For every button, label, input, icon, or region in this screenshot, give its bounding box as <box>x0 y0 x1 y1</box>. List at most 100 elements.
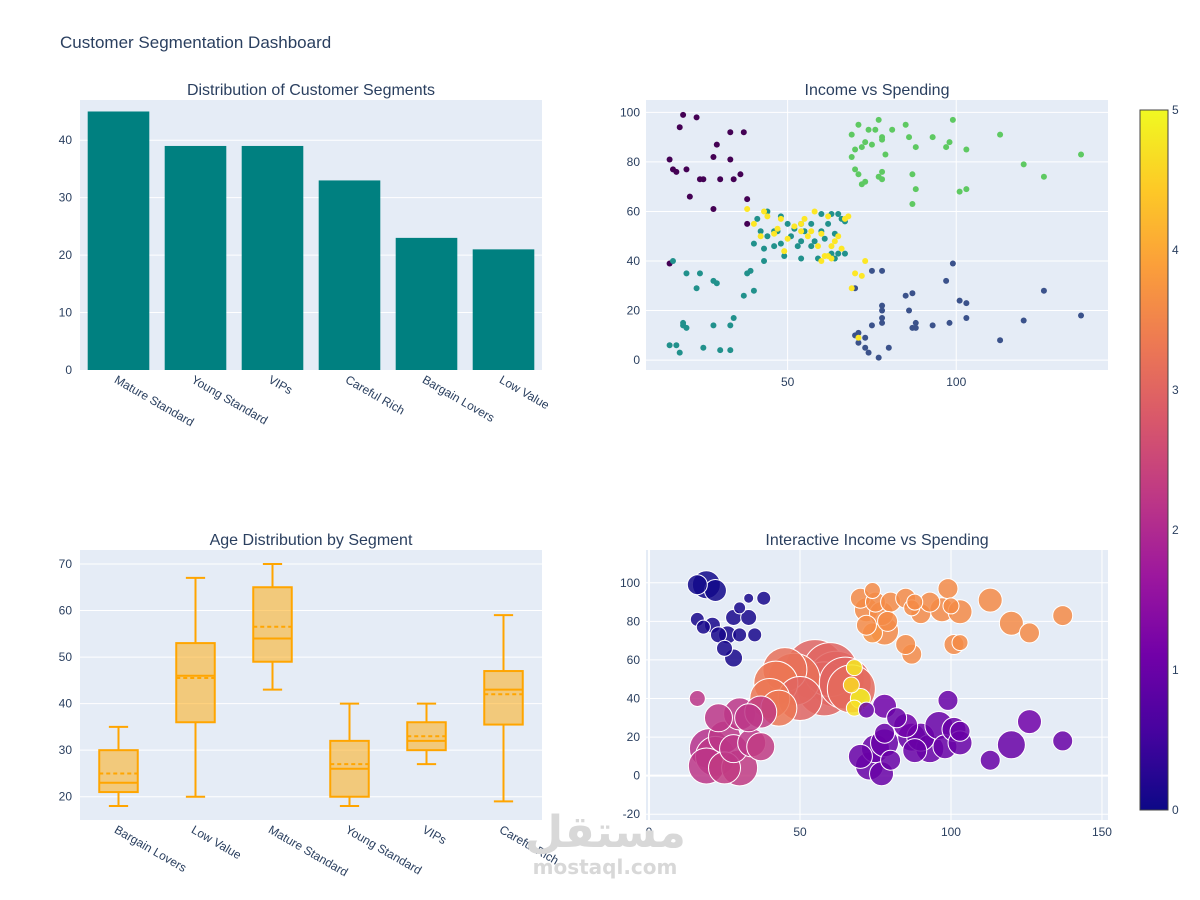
bubble <box>937 689 959 711</box>
bubble <box>857 701 875 719</box>
segment-distribution-chart: Distribution of Customer Segments 0 10 20 3… <box>59 82 552 429</box>
scatter-point <box>757 233 764 240</box>
scatter-point <box>676 124 683 131</box>
y-tick-label: 20 <box>59 790 73 804</box>
scatter-point <box>740 292 747 299</box>
scatter-point <box>835 210 842 217</box>
age-distribution-chart: Age Distribution by Segment 20 30 40 50 60 70… <box>59 532 562 879</box>
scatter-point <box>750 220 757 227</box>
scatter-point <box>696 270 703 277</box>
bubble <box>886 707 908 729</box>
scatter-point <box>683 324 690 331</box>
scatter-point <box>835 250 842 257</box>
scatter-point <box>683 166 690 173</box>
bubble <box>977 587 1003 613</box>
scatter-point <box>902 121 909 128</box>
scatter-point <box>963 300 970 307</box>
scatter-point <box>868 267 875 274</box>
bubble <box>743 592 755 604</box>
bubble <box>845 659 863 677</box>
bubble <box>746 732 776 762</box>
x-tick-label: Careful Rich <box>343 372 407 417</box>
box-body <box>175 642 216 724</box>
scatter-point <box>1078 151 1085 158</box>
bubble <box>906 593 924 611</box>
scatter-point <box>700 344 707 351</box>
scatter-point <box>946 139 953 146</box>
scatter-point <box>943 277 950 284</box>
plot-background <box>646 100 1108 370</box>
scatter-point <box>818 230 825 237</box>
scatter-point <box>727 347 734 354</box>
scatter-point <box>750 287 757 294</box>
scatter-point <box>879 267 886 274</box>
scatter-point <box>710 205 717 212</box>
scatter-point <box>862 344 869 351</box>
bubble <box>951 634 969 652</box>
scatter-point <box>889 126 896 133</box>
scatter-point <box>791 223 798 230</box>
interactive-income-vs-spending-chart: Interactive Income vs Spending -20 0 20 40 6… <box>620 532 1112 839</box>
bubble <box>847 743 873 769</box>
scatter-point <box>808 220 815 227</box>
bubble <box>1016 709 1042 735</box>
scatter-point <box>1040 287 1047 294</box>
bubble <box>877 610 899 632</box>
bar <box>395 237 458 370</box>
chart-title: Age Distribution by Segment <box>210 532 413 549</box>
scatter-point <box>818 258 825 265</box>
scatter-point <box>727 322 734 329</box>
scatter-point <box>781 253 788 260</box>
scatter-point <box>906 307 913 314</box>
bar <box>164 145 227 370</box>
scatter-point <box>949 116 956 123</box>
scatter-point <box>1020 317 1027 324</box>
bubble <box>1052 605 1074 627</box>
y-tick-label: 100 <box>620 576 640 590</box>
y-tick-label: 0 <box>65 363 72 377</box>
scatter-point <box>997 337 1004 344</box>
scatter-point <box>798 255 805 262</box>
scatter-point <box>744 205 751 212</box>
plot-background <box>80 100 542 370</box>
bubble <box>979 749 1001 771</box>
scatter-point <box>835 233 842 240</box>
scatter-point <box>794 243 801 250</box>
y-tick-label: 20 <box>627 730 641 744</box>
scatter-point <box>825 213 832 220</box>
bubble <box>716 639 734 657</box>
scatter-point <box>693 114 700 121</box>
scatter-point <box>777 240 784 247</box>
y-tick-label: 100 <box>620 105 640 119</box>
income-vs-spending-chart: Income vs Spending 0 20 40 60 80 100 50 100 <box>620 82 1108 389</box>
x-tick-label: 150 <box>1092 825 1112 839</box>
bubble <box>902 738 928 764</box>
scatter-point <box>879 314 886 321</box>
scatter-point <box>855 171 862 178</box>
bubble <box>937 578 959 600</box>
scatter-point <box>845 213 852 220</box>
scatter-point <box>963 314 970 321</box>
scatter-point <box>784 235 791 242</box>
scatter-point <box>841 250 848 257</box>
scatter-point <box>855 334 862 341</box>
x-tick-label: VIPs <box>266 372 295 397</box>
scatter-point <box>761 258 768 265</box>
scatter-point <box>744 196 751 203</box>
scatter-point <box>680 111 687 118</box>
scatter-point <box>666 156 673 163</box>
x-tick-label: 50 <box>781 375 795 389</box>
colorbar: 0 1 2 3 4 5 <box>1139 103 1179 817</box>
scatter-point <box>828 243 835 250</box>
x-tick-label: 0 <box>646 825 653 839</box>
y-tick-label: 0 <box>633 353 640 367</box>
scatter-point <box>852 270 859 277</box>
scatter-point <box>781 248 788 255</box>
scatter-point <box>828 255 835 262</box>
bubble <box>740 609 758 626</box>
scatter-point <box>669 258 676 265</box>
scatter-point <box>777 215 784 222</box>
y-tick-label: 30 <box>59 743 73 757</box>
scatter-point <box>879 168 886 175</box>
scatter-point <box>1078 312 1085 319</box>
